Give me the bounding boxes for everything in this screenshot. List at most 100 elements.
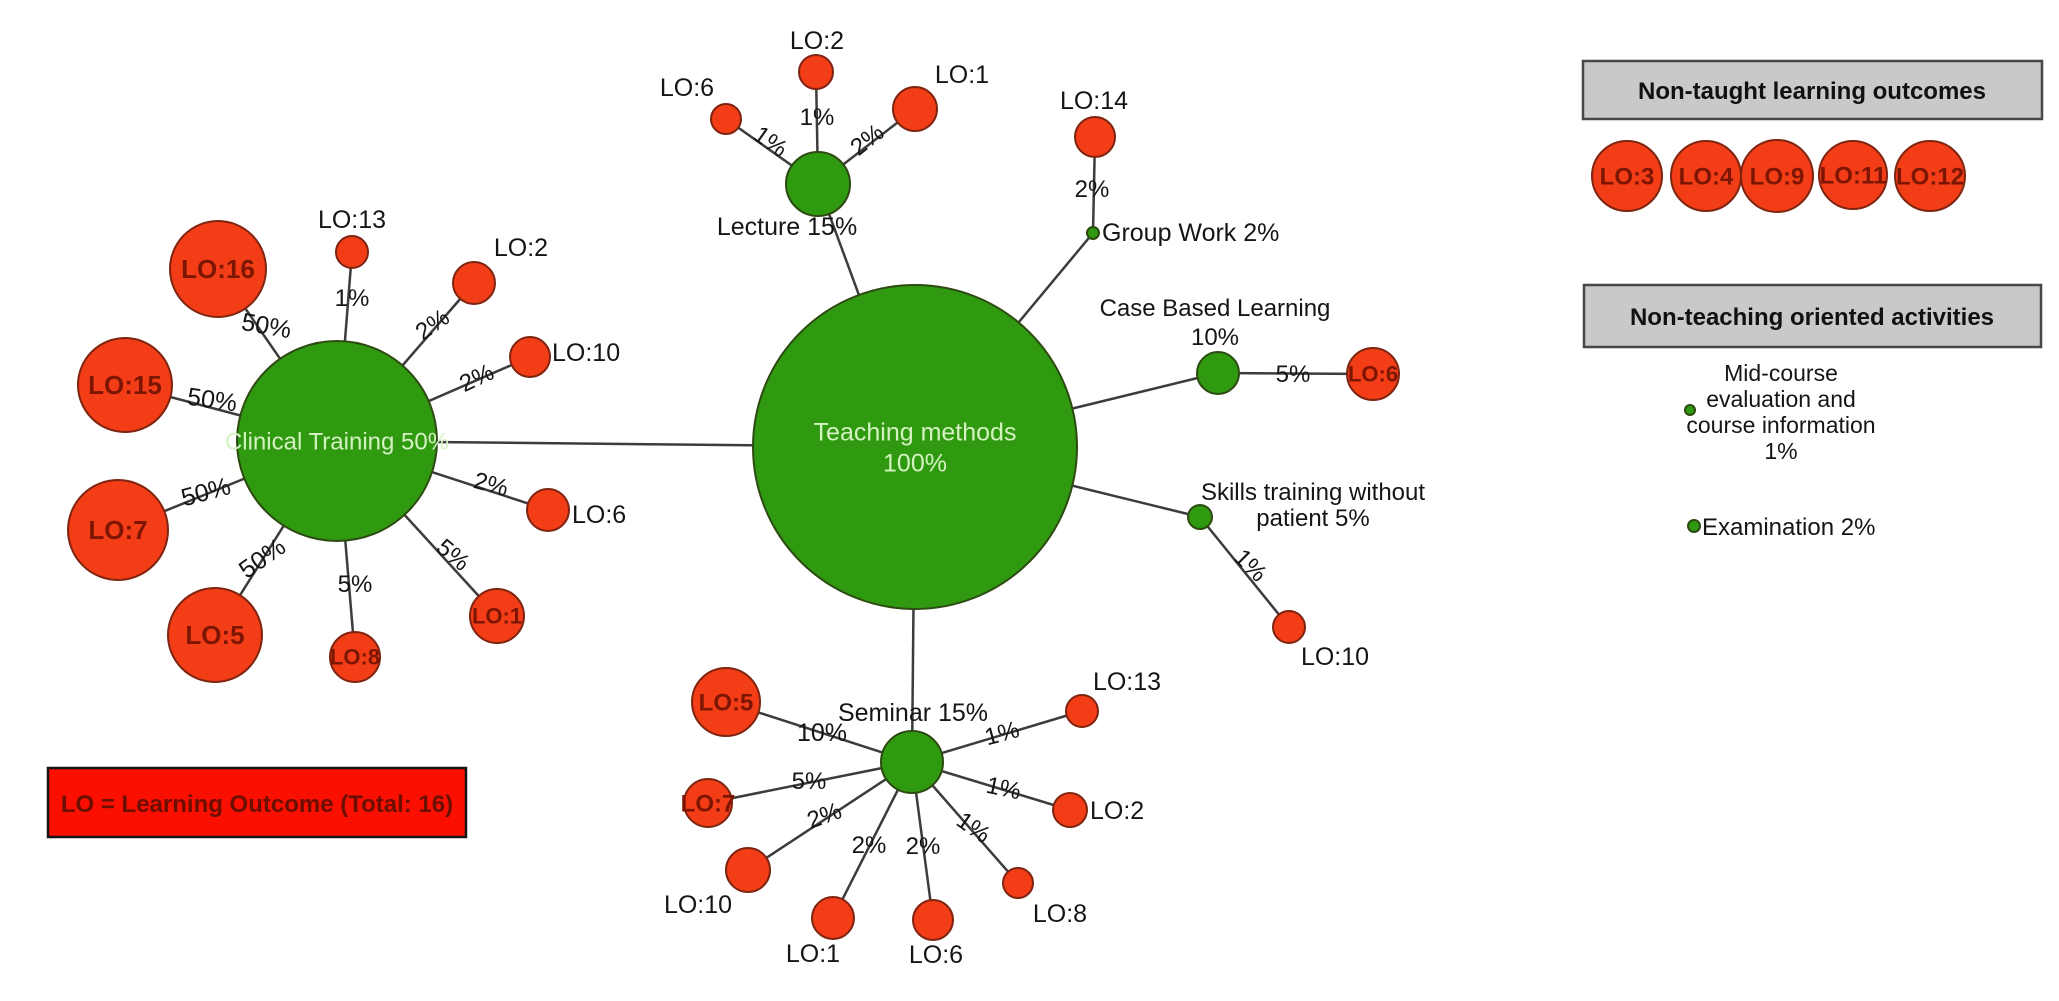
- node-groupwork-lo14: [1074, 116, 1116, 158]
- label-seminar-lo5: LO:5: [699, 689, 754, 716]
- edge-label-skills-lo10: 1%: [1228, 544, 1272, 588]
- label-clinical-lo16: LO:16: [181, 254, 255, 284]
- edge-label-lecture-lo2: 1%: [800, 104, 835, 131]
- edge-label-lecture-lo6: 1%: [748, 121, 792, 163]
- edge-seminar-lo7: [707, 760, 913, 805]
- edge-label-seminar-lo6: 2%: [906, 833, 941, 860]
- label-clinical-lo15: LO:15: [88, 370, 162, 400]
- label-lecture-lo6: LO:6: [660, 74, 714, 102]
- edge-label-seminar-lo2: 1%: [984, 772, 1024, 806]
- non-teaching-header-label: Non-teaching oriented activities: [1630, 304, 1994, 331]
- label-clinical-lo2: LO:2: [494, 234, 548, 262]
- node-lecture-lo2: [798, 54, 834, 90]
- label-skills-training: patient 5%: [1256, 505, 1369, 532]
- label-case-based-learning: 10%: [1191, 324, 1239, 351]
- node-clinical-lo7: [67, 479, 169, 581]
- node-clinical-lo13: [335, 235, 369, 269]
- edge-label-seminar-lo10: 2%: [804, 797, 846, 834]
- label-nontaught-lo12: LO:12: [1896, 163, 1964, 190]
- node-skills-training: [1187, 504, 1213, 530]
- node-nontaught-lo3: [1591, 140, 1663, 212]
- edge-label-clinical-lo7: 50%: [178, 472, 234, 512]
- node-case-based-learning: [1196, 351, 1240, 395]
- label-clinical-lo5: LO:5: [185, 620, 244, 650]
- label-case-based-learning: Case Based Learning: [1100, 295, 1331, 322]
- legend-box-label: LO = Learning Outcome (Total: 16): [61, 791, 453, 818]
- node-seminar-lo13: [1065, 694, 1099, 728]
- label-seminar-lo1: LO:1: [786, 940, 840, 968]
- edge-label-clinical-lo2: 2%: [411, 304, 455, 346]
- label-seminar-lo7: LO:7: [681, 790, 736, 817]
- label-seminar-lo8: LO:8: [1033, 900, 1087, 928]
- node-clinical-lo2: [452, 261, 496, 305]
- node-seminar-lo8: [1002, 867, 1034, 899]
- edge-label-clinical-lo1: 5%: [431, 534, 475, 577]
- label-clinical-lo8: LO:8: [330, 645, 380, 670]
- label-seminar: Seminar 15%: [838, 699, 988, 727]
- edge-label-lecture-lo1: 2%: [845, 119, 889, 162]
- node-seminar-lo5: [691, 667, 761, 737]
- label-midcourse-evaluation: Mid-course: [1724, 360, 1838, 386]
- label-lecture-lo2: LO:2: [790, 27, 844, 55]
- edge-label-clinical-lo10: 2%: [455, 359, 498, 398]
- non-taught-header-label: Non-taught learning outcomes: [1638, 78, 1986, 105]
- label-examination: Examination 2%: [1702, 514, 1875, 541]
- node-seminar-lo10: [725, 847, 771, 893]
- label-lecture: Lecture 15%: [717, 213, 857, 241]
- node-clinical-lo6: [526, 488, 570, 532]
- label-clinical-lo10: LO:10: [552, 339, 620, 367]
- label-clinical-lo6: LO:6: [572, 501, 626, 529]
- node-seminar-lo7: [683, 778, 733, 828]
- node-clinical-lo8: [329, 631, 381, 683]
- edge-label-clinical-lo13: 1%: [335, 285, 370, 312]
- node-clinical-lo1: [469, 588, 525, 644]
- node-lecture: [785, 151, 851, 217]
- label-seminar-lo10: LO:10: [664, 891, 732, 919]
- edge-label-seminar-lo1: 2%: [852, 832, 887, 859]
- edge-seminar-lo10: [747, 760, 913, 872]
- edge-label-clinical-lo15: 50%: [185, 383, 238, 418]
- label-group-work: Group Work 2%: [1102, 219, 1279, 247]
- node-nontaught-lo9: [1740, 139, 1814, 213]
- node-cbl-lo6: [1346, 347, 1400, 401]
- node-seminar-lo1: [811, 896, 855, 940]
- label-skills-lo10: LO:10: [1301, 643, 1369, 671]
- edge-skills-lo10: [1199, 516, 1290, 628]
- label-clinical-lo7: LO:7: [88, 515, 147, 545]
- label-nontaught-lo9: LO:9: [1750, 163, 1805, 190]
- node-clinical-lo15: [77, 337, 173, 433]
- non-taught-header: [1581, 59, 2044, 121]
- label-clinical-lo1: LO:1: [472, 604, 522, 629]
- edge-label-seminar-lo7: 5%: [792, 768, 827, 795]
- label-lecture-lo1: LO:1: [935, 61, 989, 89]
- label-seminar-lo6: LO:6: [909, 941, 963, 969]
- label-groupwork-lo14: LO:14: [1060, 87, 1128, 115]
- node-lecture-lo1: [892, 86, 938, 132]
- edge-label-cbl-lo6: 5%: [1276, 361, 1311, 388]
- edge-label-seminar-lo5: 10%: [797, 719, 847, 747]
- edge-label-clinical-lo8: 5%: [338, 571, 373, 598]
- node-clinical-lo10: [509, 336, 551, 378]
- label-clinical-training: Clinical Training 50%: [225, 428, 449, 455]
- node-skills-lo10: [1272, 610, 1306, 644]
- label-seminar-lo13: LO:13: [1093, 668, 1161, 696]
- label-nontaught-lo3: LO:3: [1600, 163, 1655, 190]
- node-nontaught-lo12: [1894, 140, 1966, 212]
- legend-box: [46, 766, 468, 839]
- label-clinical-lo13: LO:13: [318, 206, 386, 234]
- node-group-work: [1086, 226, 1100, 240]
- node-examination: [1687, 519, 1701, 533]
- label-nontaught-lo11: LO:11: [1820, 162, 1887, 189]
- node-lecture-lo6: [710, 103, 742, 135]
- node-clinical-training: [236, 340, 438, 542]
- label-seminar-lo2: LO:2: [1090, 797, 1144, 825]
- node-teaching-methods: [752, 284, 1078, 610]
- edge-label-clinical-lo6: 2%: [471, 467, 511, 502]
- non-teaching-header: [1582, 283, 2043, 349]
- node-nontaught-lo11: [1818, 140, 1888, 210]
- node-clinical-lo16: [169, 220, 267, 318]
- label-skills-training: Skills training without: [1201, 479, 1425, 506]
- node-clinical-lo5: [167, 587, 263, 683]
- node-seminar-lo6: [912, 899, 954, 941]
